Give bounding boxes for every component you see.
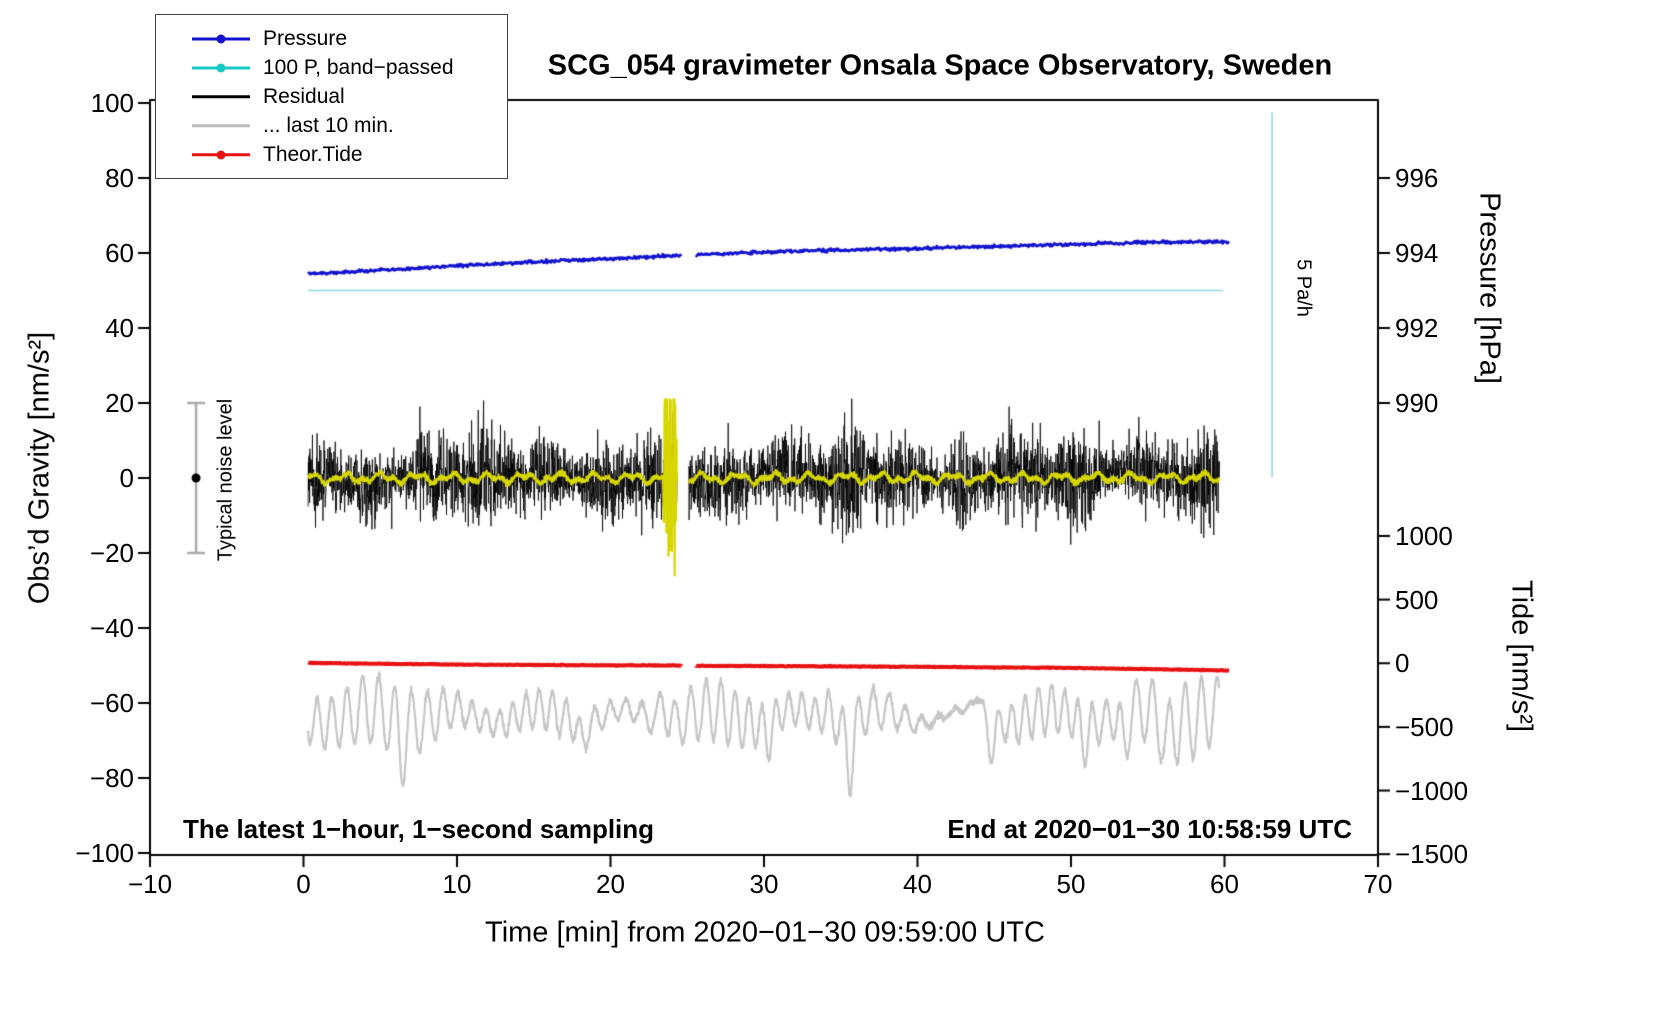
- pressure-rate-label: 5 Pa/h: [1292, 259, 1315, 317]
- gravity-tick-label: 60: [105, 238, 134, 268]
- gravity-tick-label: 0: [119, 463, 134, 493]
- gravity-tick-label: −40: [89, 613, 134, 643]
- x-tick-label: 70: [1363, 869, 1393, 899]
- x-tick-label: 10: [442, 869, 472, 899]
- tide-tick-label: 0: [1395, 648, 1410, 679]
- x-tick-label: 20: [596, 869, 625, 899]
- noise-level-label: Typical noise level: [214, 398, 237, 562]
- legend-item: 100 P, band−passed: [156, 53, 507, 82]
- gravity-tick-label: 20: [105, 388, 134, 418]
- chart-title: SCG_054 gravimeter Onsala Space Observat…: [547, 49, 1333, 82]
- sampling-annotation: The latest 1−hour, 1−second sampling: [183, 814, 655, 844]
- end-time-annotation: End at 2020−01−30 10:58:59 UTC: [947, 814, 1352, 844]
- x-axis-label: Time [min] from 2020−01−30 09:59:00 UTC: [485, 916, 1045, 949]
- legend-dot-marker-icon: [216, 63, 226, 72]
- legend-label: Residual: [263, 84, 345, 108]
- tide-tick-label: −1500: [1395, 839, 1469, 870]
- tide-tick-label: 500: [1395, 584, 1439, 615]
- x-tick-label: −10: [127, 869, 173, 899]
- tide-tick-label: −500: [1395, 711, 1454, 742]
- gravity-tick-label: −80: [89, 763, 134, 793]
- legend-label: 100 P, band−passed: [263, 55, 454, 79]
- legend-label: ... last 10 min.: [263, 113, 394, 137]
- pressure-tick-label: 992: [1395, 313, 1439, 343]
- legend-label: Theor.Tide: [263, 142, 363, 166]
- legend-item: Pressure: [156, 24, 507, 53]
- gravity-tick-label: 40: [105, 313, 134, 343]
- legend-dot-marker-icon: [216, 34, 226, 43]
- gravity-tick-label: 80: [105, 163, 134, 193]
- legend-dot-marker-icon: [216, 150, 226, 159]
- tide-tick-label: 1000: [1395, 520, 1453, 551]
- x-tick-label: 0: [296, 869, 311, 899]
- pressure-tick-label: 994: [1395, 238, 1439, 268]
- x-tick-label: 50: [1056, 869, 1086, 899]
- legend: Pressure 100 P, band−passed Residual ... la…: [155, 14, 508, 179]
- tide-axis-label: Tide [nm/s²]: [1505, 579, 1538, 733]
- gravity-tick-label: −60: [89, 688, 134, 718]
- pressure-tick-label: 996: [1395, 163, 1439, 193]
- gravity-axis-label: Obs’d Gravity [nm/s²]: [23, 331, 56, 605]
- x-tick-label: 60: [1210, 869, 1239, 899]
- legend-label: Pressure: [263, 26, 348, 50]
- pressure-axis-label: Pressure [hPa]: [1473, 192, 1506, 384]
- x-tick-label: 30: [749, 869, 779, 899]
- x-tick-label: 40: [903, 869, 932, 899]
- pressure-tick-label: 990: [1395, 388, 1439, 418]
- tide-tick-label: −1000: [1395, 775, 1469, 806]
- gravity-tick-label: 100: [90, 88, 134, 118]
- gravity-tick-label: −100: [75, 838, 134, 868]
- legend-item: Residual: [156, 82, 507, 111]
- gravity-tick-label: −20: [89, 538, 134, 568]
- legend-item: Theor.Tide: [156, 140, 507, 169]
- legend-item: ... last 10 min.: [156, 111, 507, 140]
